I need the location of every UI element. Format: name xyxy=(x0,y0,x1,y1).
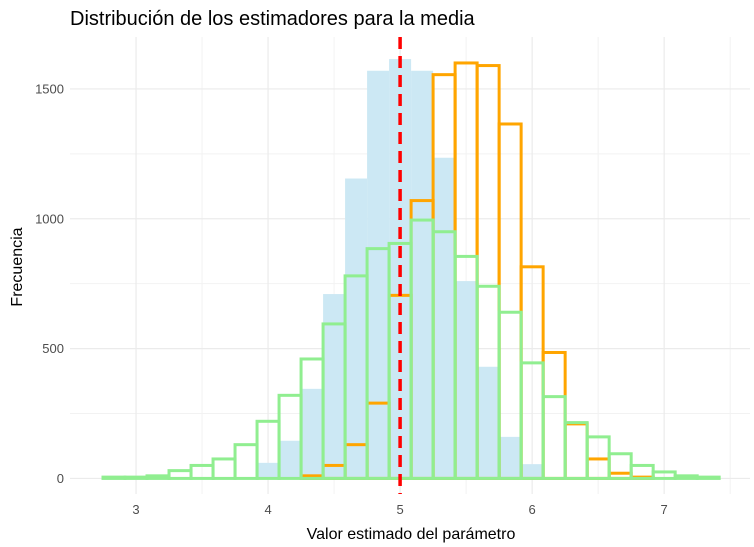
y-tick-label: 1000 xyxy=(35,211,64,226)
histogram-bar xyxy=(673,474,699,480)
histogram-bar xyxy=(301,388,324,479)
histogram-bar xyxy=(521,464,544,479)
histogram-bar xyxy=(563,422,589,480)
x-tick-label: 4 xyxy=(264,502,271,517)
histogram-series-1 xyxy=(257,59,544,479)
histogram-bar xyxy=(499,436,522,479)
y-tick-label: 500 xyxy=(42,341,64,356)
histogram-bar xyxy=(167,469,193,480)
histogram-bar xyxy=(541,350,567,480)
histogram-series-3 xyxy=(101,218,721,480)
y-tick-label: 0 xyxy=(57,471,64,486)
histogram-bar xyxy=(433,157,456,479)
histogram-bar xyxy=(323,294,346,479)
axis-ticks: 3 4 5 6 7 0 500 1000 1500 xyxy=(35,81,668,517)
histogram-bar xyxy=(455,281,478,479)
histogram-bar xyxy=(257,462,280,479)
chart-title: Distribución de los estimadores para la … xyxy=(70,8,476,30)
histogram-bar xyxy=(367,70,390,479)
x-tick-label: 6 xyxy=(529,502,536,517)
histogram-bar xyxy=(345,178,368,479)
histogram-bar xyxy=(695,475,721,480)
x-axis-title: Valor estimado del parámetro xyxy=(307,526,516,543)
y-axis-title: Frecuencia xyxy=(9,227,26,306)
x-tick-label: 5 xyxy=(396,502,403,517)
y-tick-label: 1500 xyxy=(35,81,64,96)
histogram-bar xyxy=(101,475,127,480)
histogram-bars xyxy=(101,59,721,480)
histogram-bar xyxy=(211,457,237,480)
histogram-bar xyxy=(123,475,149,480)
histogram-bar xyxy=(541,395,567,480)
histogram-bar xyxy=(497,122,523,480)
histogram-bar xyxy=(279,440,302,479)
histogram-bar xyxy=(233,443,259,480)
histogram-bar xyxy=(411,70,434,479)
x-tick-label: 7 xyxy=(661,502,668,517)
x-tick-label: 3 xyxy=(132,502,139,517)
histogram-bar xyxy=(145,474,171,480)
histogram-bar xyxy=(477,366,500,479)
histogram-bar xyxy=(563,421,589,480)
